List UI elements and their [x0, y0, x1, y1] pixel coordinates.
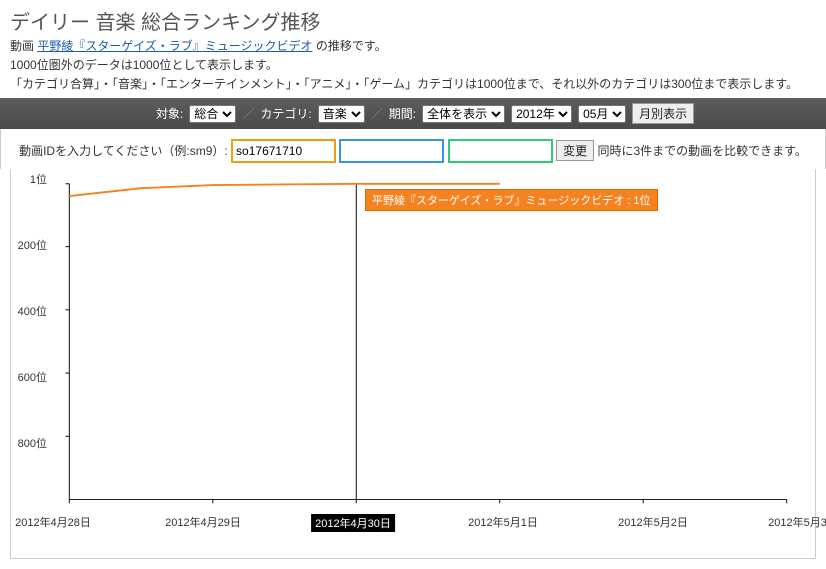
x-tick-label: 2012年5月1日 [468, 514, 538, 530]
subtitle-1-prefix: 動画 [10, 39, 37, 53]
video-id-input-1[interactable] [231, 139, 336, 163]
change-button[interactable]: 変更 [556, 140, 594, 161]
subtitle-2: 1000位圏外のデータは1000位として表示します。 [10, 56, 816, 73]
x-tick-label: 2012年4月30日 [311, 514, 395, 532]
video-title-link[interactable]: 平野綾『スターゲイズ・ラブ』ミュージックビデオ [37, 39, 312, 53]
y-axis: 1位200位400位600位800位 [11, 179, 49, 509]
chart-tooltip: 平野綾『スターゲイズ・ラブ』ミュージックビデオ : 1位 [365, 189, 658, 211]
category-label: カテゴリ: [260, 105, 311, 122]
period-select[interactable]: 全体を表示 [422, 105, 505, 123]
input-row: 動画IDを入力してください（例:sm9）: 変更 同時に3件までの動画を比較でき… [0, 129, 826, 169]
chart-plot [53, 179, 803, 509]
input-note: 同時に3件までの動画を比較できます。 [597, 144, 806, 158]
year-select[interactable]: 2012年 [511, 105, 572, 123]
y-tick-label: 200位 [18, 237, 47, 253]
y-tick-label: 800位 [18, 435, 47, 451]
input-prompt: 動画IDを入力してください（例:sm9）: [19, 144, 228, 158]
separator: ／ [371, 105, 383, 122]
y-tick-label: 600位 [18, 369, 47, 385]
month-select[interactable]: 05月 [578, 105, 626, 123]
target-label: 対象: [156, 105, 183, 122]
y-tick-label: 400位 [18, 303, 47, 319]
target-select[interactable]: 総合 [189, 105, 236, 123]
subtitle-3: 「カテゴリ合算」・「音楽」・「エンターテインメント」・「アニメ」・「ゲーム」カテ… [10, 75, 816, 92]
monthly-button[interactable]: 月別表示 [632, 103, 694, 124]
category-select[interactable]: 音楽 [318, 105, 365, 123]
x-tick-label: 2012年4月29日 [165, 514, 241, 530]
video-id-input-2[interactable] [339, 139, 444, 163]
period-label: 期間: [389, 105, 416, 122]
page-title: デイリー 音楽 総合ランキング推移 [10, 6, 816, 35]
x-tick-label: 2012年5月3日 [768, 514, 826, 530]
subtitle-1: 動画 平野綾『スターゲイズ・ラブ』ミュージックビデオ の推移です。 [10, 37, 816, 54]
y-tick-label: 1位 [30, 171, 47, 187]
separator: ／ [242, 105, 254, 122]
x-tick-label: 2012年5月2日 [618, 514, 688, 530]
subtitle-1-suffix: の推移です。 [313, 39, 387, 53]
video-id-input-3[interactable] [448, 139, 553, 163]
x-tick-label: 2012年4月28日 [15, 514, 91, 530]
controls-bar: 対象: 総合 ／ カテゴリ: 音楽 ／ 期間: 全体を表示 2012年 05月 … [0, 98, 826, 129]
chart-area: 1位 200位 400位 600位 800位 2012年4月28日 2012年4月29日 2… [10, 169, 816, 559]
